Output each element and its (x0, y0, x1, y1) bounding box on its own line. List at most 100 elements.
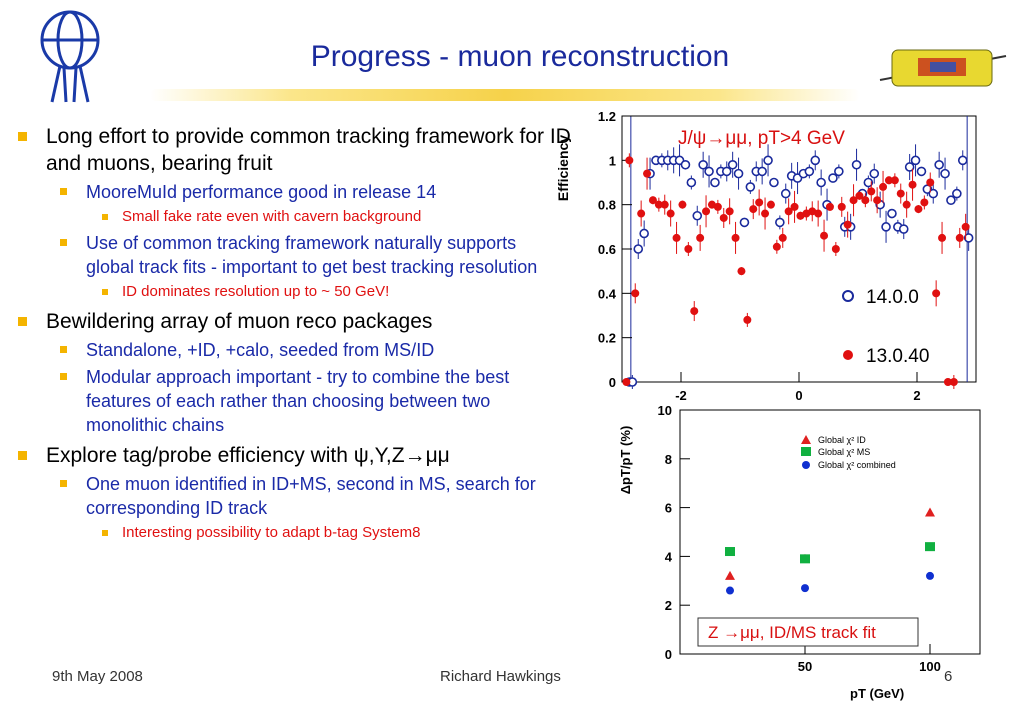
sub-sub-bullet-system8: Interesting possibility to adapt b-tag S… (100, 522, 578, 544)
data-point-14-0-0 (639, 228, 649, 239)
resolution-title-box (697, 617, 919, 647)
data-point-14-0-0 (769, 177, 779, 188)
data-point-14-0-0 (745, 182, 756, 192)
y-tick-label: 0.4 (598, 286, 617, 301)
data-point-13-0-40 (926, 178, 935, 187)
data-point-14-0-0 (763, 155, 773, 166)
data-point-13-0-40 (625, 156, 634, 165)
legend-marker-14-0-0 (842, 290, 854, 302)
bullet-text: Bewildering array of muon reco packages (46, 310, 433, 333)
data-point-13-0-40 (955, 233, 964, 242)
series-14-0-0 (624, 144, 974, 389)
data-point-13-0-40 (778, 233, 787, 242)
data-point-13-0-40 (890, 176, 899, 185)
data-point-14-0-0 (633, 244, 644, 254)
x-tick-label: 0 (795, 388, 802, 403)
data-point-13-0-40 (690, 307, 699, 316)
resolution-chart-title: Z →μμ, ID/MS track fit (708, 623, 876, 642)
data-point-13-0-40 (814, 209, 823, 218)
y-tick-label: 0.8 (598, 198, 616, 213)
bullet-tag-probe: Explore tag/probe efficiency with ψ,Υ,Z→… (18, 442, 578, 469)
bullet-text: Use of common tracking framework natural… (86, 233, 538, 277)
sub-bullet-one-muon: One muon identified in ID+MS, second in … (58, 472, 566, 520)
data-point-ms (725, 547, 735, 557)
bullet-text: One muon identified in ID+MS, second in … (86, 474, 536, 518)
data-point-13-0-40 (914, 205, 923, 214)
data-point-14-0-0 (904, 162, 915, 172)
detector-image (879, 49, 1007, 87)
data-point-14-0-0 (946, 195, 956, 206)
data-point-13-0-40 (772, 242, 781, 251)
data-point-13-0-40 (696, 233, 705, 242)
data-point-14-0-0 (686, 177, 697, 188)
data-point-13-0-40 (731, 233, 740, 242)
data-point-13-0-40 (938, 233, 947, 242)
data-point-13-0-40 (766, 200, 775, 209)
data-point-13-0-40 (920, 198, 929, 207)
data-point-14-0-0 (940, 168, 950, 179)
data-point-13-0-40 (784, 207, 793, 216)
bullet-marker (102, 214, 108, 220)
sub-bullet-common-tracking: Use of common tracking framework natural… (58, 231, 556, 279)
y-tick-label: 2 (665, 598, 672, 613)
bullet-text: Modular approach important - try to comb… (86, 367, 510, 435)
y-tick-label: 8 (665, 452, 672, 467)
y-tick-label: 6 (665, 501, 672, 516)
data-point-14-0-0 (851, 159, 862, 170)
legend-label-ms: Global χ² MS (818, 447, 870, 457)
data-point-13-0-40 (879, 182, 888, 191)
resolution-x-label: pT (GeV) (850, 686, 904, 701)
data-point-14-0-0 (733, 168, 744, 179)
efficiency-chart: 0 0.2 0.4 0.6 0.8 1 1.2 -2 0 2 Efficiency η J/ψ→μ… (555, 109, 1006, 408)
data-point-14-0-0 (869, 168, 880, 179)
data-point-14-0-0 (692, 210, 703, 221)
data-point-13-0-40 (637, 209, 646, 218)
footer-author: Richard Hawkings (440, 668, 561, 685)
data-point-14-0-0 (757, 166, 767, 177)
bullet-marker (102, 530, 108, 536)
data-point-13-0-40 (855, 191, 864, 200)
resolution-chart: 0 2 4 6 8 10 50 100 ΔpT/pT (%) pT (GeV) Z →μμ, … (618, 403, 981, 701)
y-tick-label: 0 (609, 375, 616, 390)
footer-date: 9th May 2008 (52, 668, 143, 685)
resolution-y-label: ΔpT/pT (%) (618, 426, 633, 495)
efficiency-y-label: Efficiency (555, 135, 571, 201)
data-point-13-0-40 (861, 196, 870, 205)
series-13-0-40 (622, 153, 970, 389)
data-point-13-0-40 (949, 378, 958, 386)
data-point-14-0-0 (928, 188, 939, 199)
bullet-marker (102, 289, 108, 295)
data-point-14-0-0 (834, 166, 844, 177)
data-point-13-0-40 (837, 202, 846, 211)
bullet-text: Long effort to provide common tracking f… (46, 125, 571, 175)
bullet-tracking: Long effort to provide common tracking f… (18, 123, 578, 177)
data-point-13-0-40 (702, 207, 711, 216)
data-point-14-0-0 (775, 217, 785, 228)
data-point-id (725, 570, 735, 580)
y-tick-label: 4 (665, 549, 673, 564)
series-global-chi2-ms (725, 542, 935, 564)
data-point-13-0-40 (831, 245, 840, 253)
bullet-text: MooreMuId performance good in release 14 (86, 182, 437, 202)
data-point-14-0-0 (710, 177, 720, 188)
bullet-marker (18, 132, 27, 141)
data-point-13-0-40 (902, 200, 911, 209)
bullet-text: Small fake rate even with cavern backgro… (122, 208, 422, 225)
x-tick-label: -2 (675, 388, 687, 403)
data-point-13-0-40 (737, 267, 746, 276)
data-point-14-0-0 (816, 177, 826, 188)
sub-bullet-moore: MooreMuId performance good in release 14 (58, 180, 556, 204)
legend-marker-id (801, 435, 811, 444)
bullet-marker (60, 480, 67, 487)
data-point-14-0-0 (698, 159, 708, 170)
data-point-13-0-40 (849, 196, 858, 205)
data-point-13-0-40 (684, 245, 693, 253)
data-point-14-0-0 (916, 166, 927, 177)
data-point-14-0-0 (804, 166, 815, 177)
data-point-14-0-0 (810, 155, 821, 166)
x-tick-label: 100 (919, 659, 941, 674)
data-point-13-0-40 (713, 202, 722, 211)
y-tick-label: 1 (609, 153, 616, 168)
data-point-14-0-0 (721, 166, 732, 177)
data-point-ms (925, 542, 935, 552)
